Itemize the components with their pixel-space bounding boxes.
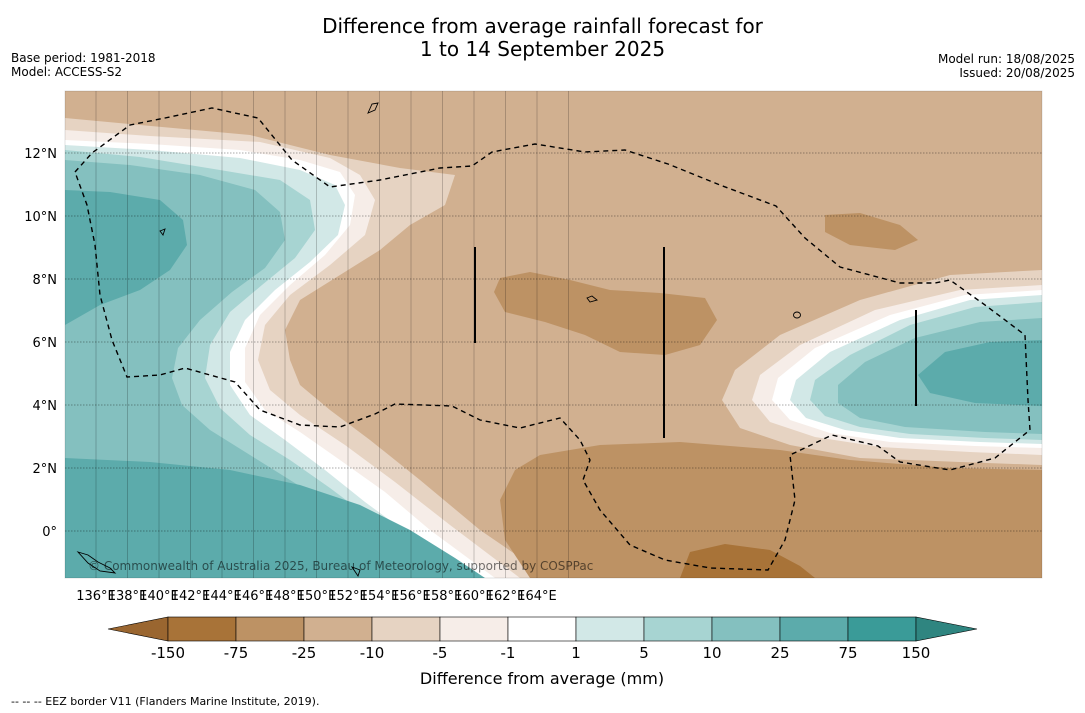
base-period: Base period: 1981-2018 [11,51,156,65]
longitude-label: 140°E [139,589,179,604]
colorbar-tick-label: -10 [360,644,385,662]
model-name: Model: ACCESS-S2 [11,65,123,79]
longitude-label: 154°E [360,589,400,604]
copyright-text: © Commonwealth of Australia 2025, Bureau… [88,559,593,573]
eez-border-west [74,107,1031,571]
model-run: Model run: 18/08/2025 [937,52,1075,66]
island-cluster-1 [159,228,166,236]
longitude-label: 136°E [76,589,116,604]
colorbar-swatch [371,616,441,642]
latitude-label: 10°N [24,210,57,225]
longitude-label: 158°E [423,589,463,604]
colorbar-tick-label: -5 [433,644,448,662]
colorbar-tick-label: 75 [838,644,857,662]
title-line-1: Difference from average rainfall forecas… [322,14,763,38]
colorbar-swatch [643,616,713,642]
colorbar-swatch [235,616,305,642]
latitude-label: 12°N [24,147,57,162]
island-west [367,102,379,114]
colorbar-swatch [439,616,509,642]
colorbar-swatch [507,616,577,642]
longitude-label: 142°E [171,589,211,604]
colorbar-swatch [847,616,917,642]
latitude-label: 8°N [33,273,58,288]
colorbar-tick-label: 150 [902,644,931,662]
longitude-label: 160°E [454,589,494,604]
colorbar-tick-label: 1 [571,644,581,662]
plot-frame [64,90,1043,579]
issued-date: Issued: 20/08/2025 [959,66,1075,80]
colorbar-tick-label: -25 [292,644,317,662]
gridlines [65,91,1042,578]
map-plot-area [65,91,1042,578]
longitude-label: 152°E [328,589,368,604]
longitude-labels: 136°E138°E140°E142°E144°E146°E148°E150°E… [76,589,557,604]
longitude-label: 138°E [108,589,148,604]
longitude-label: 146°E [234,589,274,604]
longitude-label: 148°E [265,589,305,604]
colorbar-tick-label: -150 [151,644,185,662]
field-east-p25 [918,340,1042,406]
colorbar-swatch [575,616,645,642]
colorbar-tick-label: 10 [702,644,721,662]
island-southwest [76,551,117,574]
eez-footnote: -- -- -- EEZ border V11 (Flanders Marine… [11,695,320,708]
island-south [350,566,361,578]
island-east [793,311,801,319]
colorbar-tick-label: -75 [224,644,249,662]
field-dry-south [500,442,1042,578]
meta-right: Model run: 18/08/2025 Issued: 20/08/2025 [938,52,1075,80]
longitude-label: 162°E [486,589,526,604]
colorbar-tick-label: 25 [770,644,789,662]
colorbar-swatch [303,616,373,642]
colorbar-tick-label: 5 [639,644,649,662]
colorbar-tick-label: -1 [501,644,516,662]
colorbar-swatch [779,616,849,642]
title-line-2: 1 to 14 September 2025 [419,37,666,61]
latitude-label: 0° [42,525,57,540]
field-west-p25-north [65,190,187,325]
colorbar-swatch [711,616,781,642]
longitude-label: 144°E [202,589,242,604]
meridian-markers [474,247,917,438]
longitude-label: 156°E [391,589,431,604]
colorbar-over-arrow [915,616,978,642]
colorbar-under-arrow [107,616,169,642]
meta-left: Base period: 1981-2018 Model: ACCESS-S2 [11,51,156,79]
longitude-label: 164°E [517,589,557,604]
longitude-label: 150°E [297,589,337,604]
latitude-label: 4°N [33,399,58,414]
field-dry-central [494,272,717,355]
legend-title: Difference from average (mm) [420,669,664,688]
island-cluster-2 [586,295,598,303]
latitude-label: 6°N [33,336,58,351]
legend-colorbar: -150 -75 -25 -10 -5 -1 1 5 10 25 75 150 [107,616,978,662]
latitude-label: 2°N [33,462,58,477]
field-very-dry-south [680,544,815,578]
colorbar-swatch [167,616,237,642]
islands [76,102,801,578]
field-west-p25-south [65,458,485,578]
eez-borders [74,107,1031,571]
field-dry-northeast [825,213,918,250]
latitude-labels: 12°N 10°N 8°N 6°N 4°N 2°N 0° [24,147,57,540]
